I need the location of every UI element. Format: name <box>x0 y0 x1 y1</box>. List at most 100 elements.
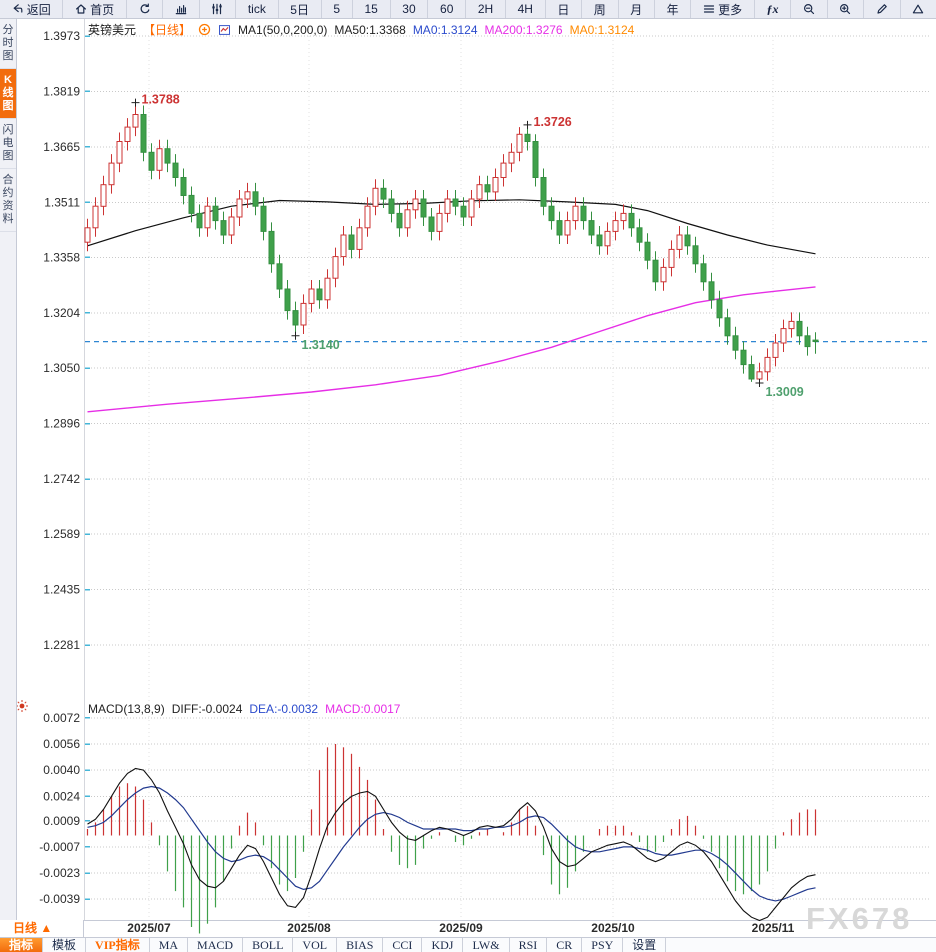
x-axis-label: 2025/08 <box>287 921 331 935</box>
sidebar-item-合约资料[interactable]: 合约资料 <box>0 169 16 232</box>
tab-VIP指标[interactable]: VIP指标 <box>86 938 150 952</box>
indicator-chart-icon <box>218 24 231 39</box>
date-axis-row: 2025/07 2025/08 2025/09 2025/10 2025/11 <box>84 920 936 937</box>
sidebar-item-闪电图[interactable]: 闪电图 <box>0 119 16 169</box>
tab-LW&[interactable]: LW& <box>463 938 510 952</box>
toolbar-draw-button[interactable] <box>864 0 901 18</box>
svg-text:1.3358: 1.3358 <box>43 250 80 264</box>
toolbar-h4-button[interactable]: 4H <box>506 0 546 18</box>
tab-BIAS[interactable]: BIAS <box>337 938 384 952</box>
macd-grid <box>85 717 930 900</box>
tab-设置[interactable]: 设置 <box>623 938 667 952</box>
toolbar-5d-button[interactable]: 5日 <box>279 0 322 18</box>
pencil-icon <box>876 3 888 15</box>
svg-text:1.3140: 1.3140 <box>302 338 340 352</box>
sidebar-item-分时图[interactable]: 分时图 <box>0 19 16 69</box>
macd-header-segment-3: MACD:0.0017 <box>325 702 401 716</box>
toolbar-chart-type-button[interactable] <box>163 0 200 18</box>
svg-text:1.3204: 1.3204 <box>43 306 80 320</box>
svg-text:0.0072: 0.0072 <box>43 711 80 725</box>
tab-CR[interactable]: CR <box>547 938 583 952</box>
sliders-icon <box>211 3 223 15</box>
toolbar-fx-button[interactable]: ƒx <box>755 0 792 18</box>
svg-text:1.2896: 1.2896 <box>43 417 80 431</box>
x-axis-label: 2025/10 <box>591 921 635 935</box>
svg-text:1.3726: 1.3726 <box>534 115 572 129</box>
tab-指标[interactable]: 指标 <box>0 938 44 952</box>
macd-pane-header: MACD(13,8,9) DIFF:-0.0024 DEA:-0.0032 MACD:… <box>88 702 407 716</box>
svg-text:1.2589: 1.2589 <box>43 527 80 541</box>
toolbar-month-button[interactable]: 月 <box>619 0 655 18</box>
x-axis-label: 2025/11 <box>751 921 795 935</box>
svg-text:1.3788: 1.3788 <box>142 93 180 107</box>
period-label: 日线 <box>13 921 38 935</box>
toolbar-back-button[interactable]: 返回 <box>0 0 64 18</box>
toolbar-week-button[interactable]: 周 <box>582 0 619 18</box>
macd-header-segment-1: DIFF:-0.0024 <box>171 702 243 716</box>
toolbar-m15-label: 15 <box>364 2 378 16</box>
toolbar-m5-button[interactable]: 5 <box>322 0 353 18</box>
price-header-segment-4: MA1(50,0,200,0) <box>238 23 328 37</box>
price-header-segment-6: MA0:1.3124 <box>412 23 478 37</box>
toolbar-year-button[interactable]: 年 <box>655 0 692 18</box>
toolbar-indicator-panel-button[interactable] <box>200 0 237 18</box>
toolbar-more-button[interactable]: 更多 <box>691 0 755 18</box>
home-icon <box>75 3 87 15</box>
toolbar-zoom-out-button[interactable] <box>791 0 828 18</box>
tab-PSY[interactable]: PSY <box>582 938 624 952</box>
toolbar-tick-label: tick <box>247 2 266 16</box>
period-arrow-icon: ▲ <box>40 921 53 935</box>
toolbar-refresh-button[interactable] <box>127 0 164 18</box>
toolbar-h2-button[interactable]: 2H <box>466 0 506 18</box>
back-icon <box>12 3 24 15</box>
price-header-segment-8: MA0:1.3124 <box>569 23 635 37</box>
toolbar-day-label: 日 <box>557 2 570 17</box>
toolbar-home-label: 首页 <box>90 2 115 17</box>
indicator-tab-bar: 指标 模板 VIP指标 MA MACD BOLL VOL BIAS CCI KDJ LW& RSI CR… <box>0 937 936 952</box>
macd-header-segment-2: DEA:-0.0032 <box>249 702 319 716</box>
toolbar-m60-button[interactable]: 60 <box>428 0 467 18</box>
toolbar-shape-button[interactable] <box>901 0 936 18</box>
menu-icon <box>703 3 715 15</box>
add-indicator-icon[interactable] <box>198 23 211 39</box>
sidebar-item-K线图[interactable]: K线图 <box>0 69 16 119</box>
svg-text:1.3050: 1.3050 <box>43 361 80 375</box>
toolbar-back-label: 返回 <box>26 2 51 17</box>
refresh-icon <box>139 3 151 15</box>
toolbar-home-button[interactable]: 首页 <box>63 0 127 18</box>
tab-MACD[interactable]: MACD <box>188 938 244 952</box>
svg-text:0.0009: 0.0009 <box>43 814 80 828</box>
tab-VOL[interactable]: VOL <box>293 938 338 952</box>
tab-CCI[interactable]: CCI <box>383 938 423 952</box>
toolbar-tick-button[interactable]: tick <box>236 0 279 18</box>
svg-text:1.3009: 1.3009 <box>766 385 804 399</box>
price-annotations: 1.3788 1.3726 1.3140 1.3009 <box>131 93 804 399</box>
svg-text:0.0056: 0.0056 <box>43 737 80 751</box>
tab-MA[interactable]: MA <box>150 938 189 952</box>
month-gridlines <box>148 36 774 918</box>
ma200-line <box>87 286 816 413</box>
candlestick-series <box>84 102 819 383</box>
price-axis-labels: 1.3973 1.3819 1.3665 1.3511 1.3358 1.3204 1.30… <box>43 29 80 652</box>
tab-RSI[interactable]: RSI <box>510 938 548 952</box>
macd-settings-icon[interactable] <box>15 699 29 718</box>
toolbar-5d-label: 5日 <box>290 2 309 17</box>
tab-BOLL[interactable]: BOLL <box>243 938 294 952</box>
toolbar-zoom-in-button[interactable] <box>828 0 865 18</box>
zoomin-icon <box>839 3 851 15</box>
x-axis-label: 2025/09 <box>439 921 483 935</box>
toolbar-day-button[interactable]: 日 <box>546 0 583 18</box>
macd-histogram <box>86 744 817 934</box>
macd-header-segment-0: MACD(13,8,9) <box>88 702 165 716</box>
toolbar-m15-button[interactable]: 15 <box>353 0 391 18</box>
tab-模板[interactable]: 模板 <box>43 938 87 952</box>
svg-text:1.2742: 1.2742 <box>43 472 80 486</box>
period-selector[interactable]: 日线 ▲ <box>0 920 84 937</box>
price-header-segment-7: MA200:1.3276 <box>484 23 563 37</box>
toolbar-m30-button[interactable]: 30 <box>391 0 429 18</box>
tab-KDJ[interactable]: KDJ <box>422 938 464 952</box>
toolbar-m5-label: 5 <box>333 2 341 16</box>
price-pane-header: 英镑美元 【日线】 MA1(50,0,200,0) MA50:1.3368 MA0:1.… <box>88 21 641 39</box>
